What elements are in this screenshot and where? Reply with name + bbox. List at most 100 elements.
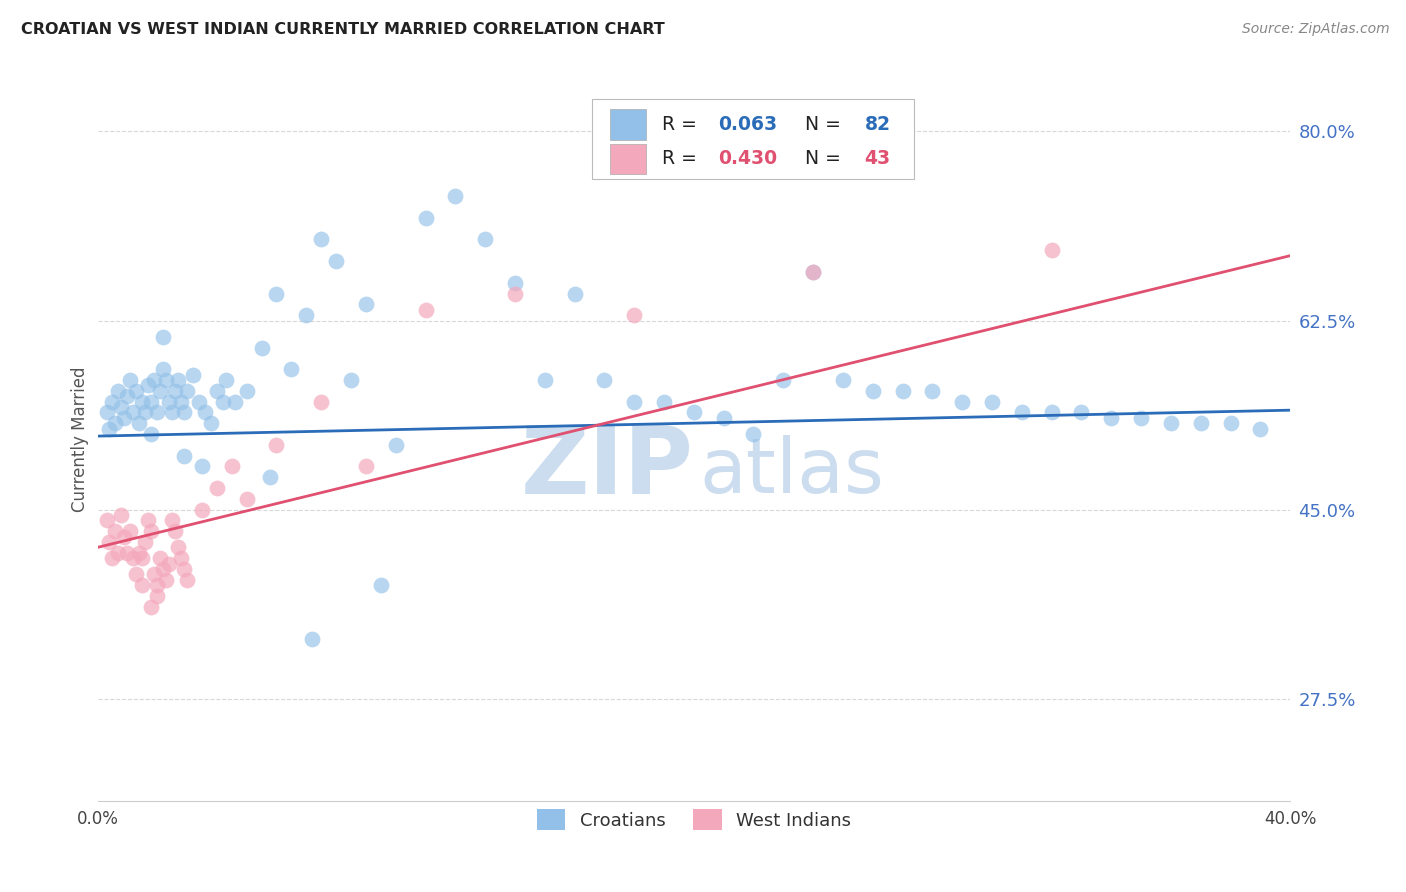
Point [205, 384, 228, 398]
Point [134, 405, 156, 419]
Point [235, 384, 257, 398]
Point [101, 551, 124, 566]
Text: atlas: atlas [700, 435, 884, 509]
Point [503, 276, 526, 290]
Point [141, 394, 163, 409]
Text: ZIP: ZIP [522, 422, 693, 515]
Point [141, 524, 163, 538]
Point [266, 286, 288, 301]
Point [259, 470, 281, 484]
Point [107, 546, 129, 560]
Point [533, 373, 555, 387]
Point [110, 400, 132, 414]
Point [474, 232, 496, 246]
Point [801, 265, 824, 279]
Point [211, 394, 233, 409]
Point [354, 297, 377, 311]
Point [354, 459, 377, 474]
Point [165, 384, 187, 398]
Point [170, 551, 193, 566]
Point [141, 426, 163, 441]
Point [564, 286, 586, 301]
Point [120, 373, 142, 387]
Point [160, 513, 183, 527]
Point [181, 368, 204, 382]
Point [713, 410, 735, 425]
Point [742, 426, 765, 441]
Point [173, 449, 195, 463]
Point [176, 573, 198, 587]
Point [112, 410, 135, 425]
Point [98, 421, 121, 435]
Point [173, 562, 195, 576]
Point [104, 416, 127, 430]
Point [117, 389, 139, 403]
Point [200, 416, 222, 430]
Point [136, 378, 159, 392]
Point [221, 459, 243, 474]
Point [155, 373, 177, 387]
Point [623, 394, 645, 409]
Point [1011, 405, 1033, 419]
Point [266, 438, 288, 452]
Point [280, 362, 302, 376]
Point [167, 373, 190, 387]
Point [165, 524, 187, 538]
Point [444, 189, 467, 203]
Point [1040, 244, 1063, 258]
Point [981, 394, 1004, 409]
Text: N =: N = [787, 115, 846, 134]
Text: N =: N = [787, 149, 846, 169]
Point [131, 551, 153, 566]
Point [122, 551, 145, 566]
Point [1099, 410, 1122, 425]
Point [187, 394, 209, 409]
FancyBboxPatch shape [610, 110, 647, 140]
Point [117, 546, 139, 560]
Point [250, 341, 273, 355]
Point [146, 578, 169, 592]
Y-axis label: Currently Married: Currently Married [72, 367, 89, 512]
Point [157, 394, 180, 409]
Point [152, 329, 174, 343]
Point [235, 491, 257, 506]
Point [384, 438, 406, 452]
Point [98, 535, 121, 549]
FancyBboxPatch shape [610, 144, 647, 174]
Point [950, 394, 973, 409]
Point [155, 573, 177, 587]
Point [112, 530, 135, 544]
Point [160, 405, 183, 419]
Text: 0.063: 0.063 [717, 115, 778, 134]
Point [832, 373, 855, 387]
Point [370, 578, 392, 592]
Point [96, 405, 118, 419]
Point [128, 546, 150, 560]
Text: 43: 43 [865, 149, 890, 169]
Point [194, 405, 217, 419]
Point [801, 265, 824, 279]
Point [131, 578, 153, 592]
Legend: Croatians, West Indians: Croatians, West Indians [527, 800, 860, 839]
Point [1249, 421, 1271, 435]
Point [152, 562, 174, 576]
Point [157, 557, 180, 571]
Point [134, 535, 156, 549]
Point [593, 373, 616, 387]
Point [176, 384, 198, 398]
Point [141, 599, 163, 614]
Point [921, 384, 943, 398]
Point [891, 384, 914, 398]
Point [125, 384, 148, 398]
FancyBboxPatch shape [592, 99, 914, 178]
Point [107, 384, 129, 398]
Point [215, 373, 238, 387]
Point [623, 308, 645, 322]
Point [340, 373, 363, 387]
Point [152, 362, 174, 376]
Text: R =: R = [662, 115, 703, 134]
Point [1070, 405, 1092, 419]
Point [205, 481, 228, 495]
Text: CROATIAN VS WEST INDIAN CURRENTLY MARRIED CORRELATION CHART: CROATIAN VS WEST INDIAN CURRENTLY MARRIE… [21, 22, 665, 37]
Point [415, 211, 437, 225]
